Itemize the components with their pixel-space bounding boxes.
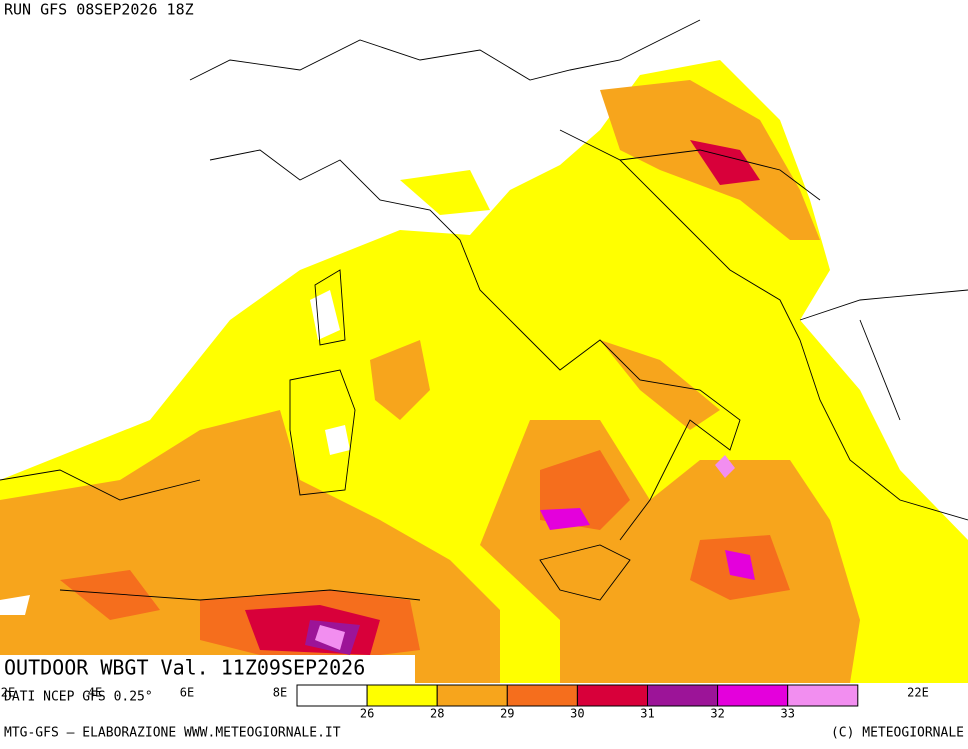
field-white <box>325 425 350 455</box>
legend-swatch <box>647 684 719 707</box>
footer-left: MTG-GFS – ELABORAZIONE WWW.METEOGIORNALE… <box>4 726 341 741</box>
legend-swatch <box>296 684 368 707</box>
map-fields <box>0 60 968 683</box>
longitude-label: 4E <box>88 686 102 700</box>
longitude-label: 22E <box>907 686 929 700</box>
legend-level: 26 <box>360 707 374 721</box>
legend-level: 30 <box>570 707 584 721</box>
legend-level: 28 <box>430 707 444 721</box>
field-dark-orange <box>60 570 160 620</box>
legend-swatch <box>436 684 508 707</box>
coastline-sicily <box>539 544 631 601</box>
field-yellow <box>400 170 490 215</box>
field-magenta <box>540 508 590 530</box>
coastline-africa <box>0 469 421 601</box>
border-line <box>619 149 968 421</box>
field-magenta <box>725 550 755 580</box>
longitude-label: 6E <box>180 686 194 700</box>
field-red <box>690 140 760 185</box>
legend-level: 33 <box>780 707 794 721</box>
legend-swatch <box>576 684 649 707</box>
legend-swatch <box>366 684 438 707</box>
field-orange <box>600 340 720 430</box>
border-line <box>189 19 701 81</box>
title-box <box>0 655 415 683</box>
field-pink <box>715 455 735 478</box>
source-label: DATI NCEP GFS 0.25° <box>4 690 153 705</box>
coastline-sardinia <box>289 369 356 496</box>
coastline-balkan <box>559 129 968 521</box>
legend-swatch <box>787 684 859 707</box>
legend-level: 32 <box>710 707 724 721</box>
map-title: OUTDOOR WBGT Val. 11Z09SEP2026 <box>4 656 365 680</box>
field-white <box>0 595 30 615</box>
coastline <box>209 149 741 541</box>
legend-swatch <box>717 684 789 707</box>
coastline-corsica <box>314 269 346 346</box>
run-label: RUN GFS 08SEP2026 18Z <box>4 1 194 19</box>
field-white <box>310 290 340 340</box>
field-pink <box>315 625 345 650</box>
legend: 26 28 29 30 31 32 33 <box>296 684 859 721</box>
longitude-label: 8E <box>273 686 287 700</box>
field-orange <box>370 340 430 420</box>
footer-right: (C) METEOGIORNALE <box>831 726 964 741</box>
legend-level: 31 <box>640 707 654 721</box>
legend-swatch <box>506 684 578 707</box>
borders <box>0 19 968 601</box>
legend-level: 29 <box>500 707 514 721</box>
longitude-label: 2E <box>1 686 15 700</box>
